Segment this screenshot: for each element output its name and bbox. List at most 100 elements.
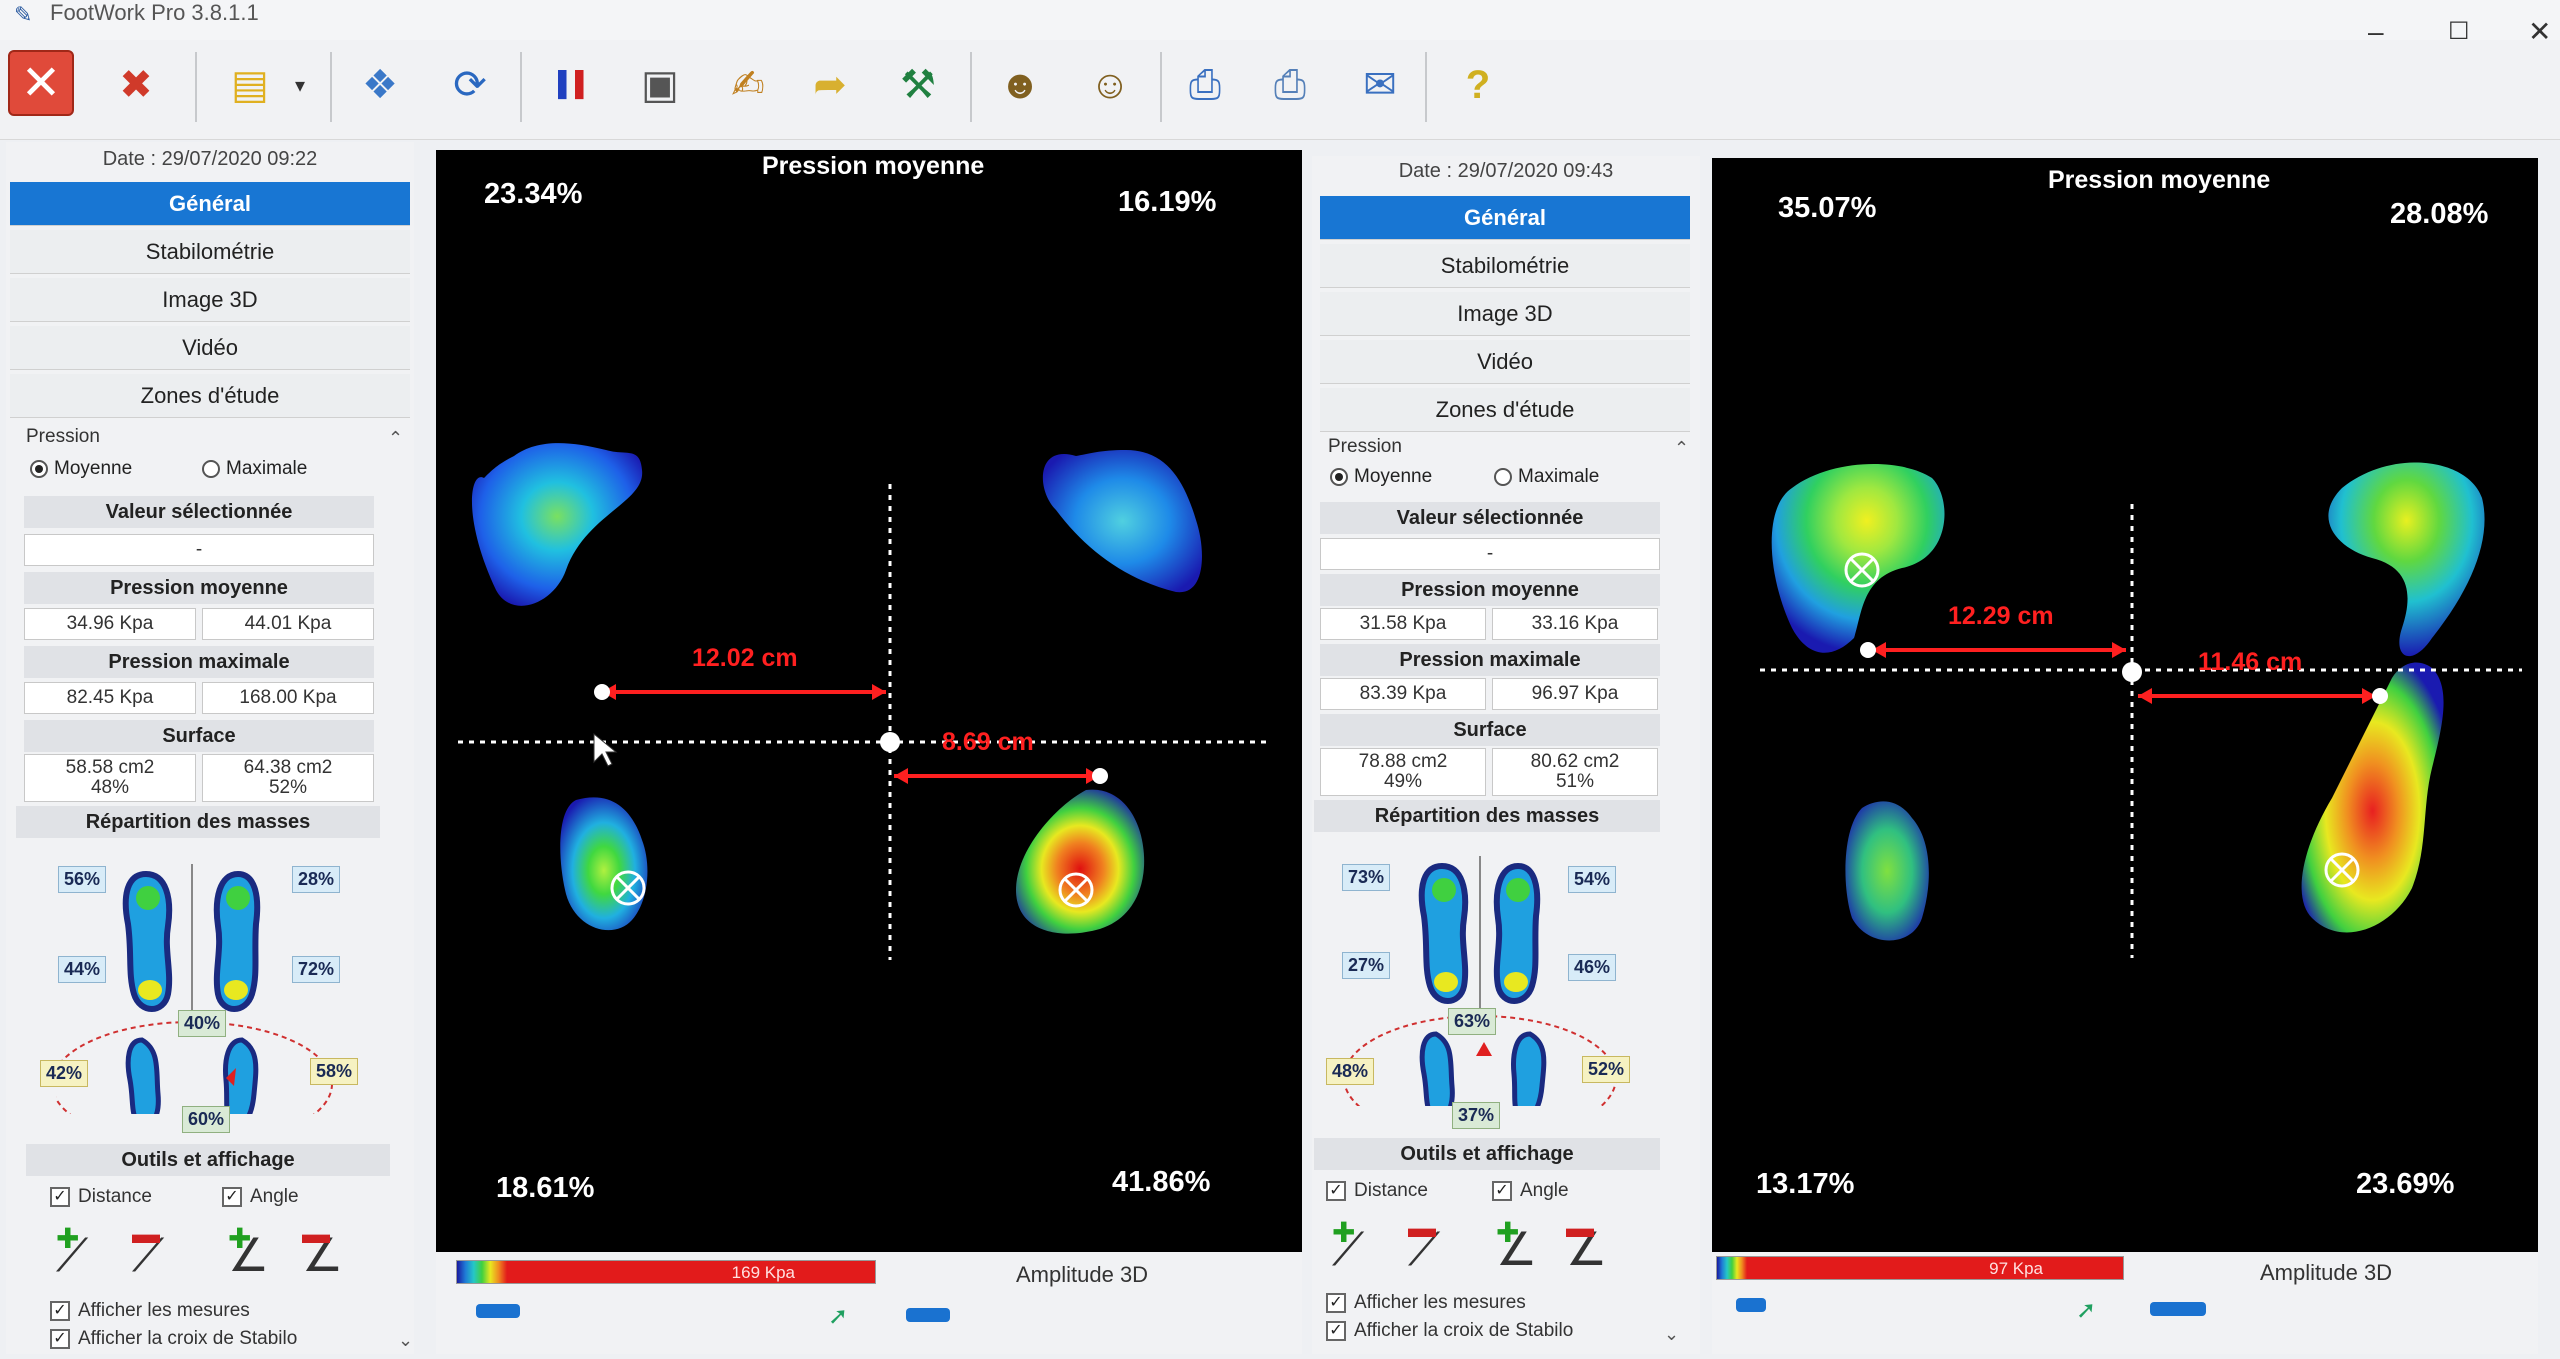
checkbox-distance[interactable]: ✓ Distance bbox=[50, 1186, 152, 1208]
open-folder-button[interactable]: ❖ bbox=[362, 63, 398, 107]
display-title: Pression moyenne bbox=[762, 152, 985, 180]
scale-slider[interactable] bbox=[1736, 1298, 1766, 1312]
tools-button[interactable]: ⚒ bbox=[900, 63, 936, 107]
foot-left-icon bbox=[1418, 862, 1469, 1004]
flag-button[interactable]: ▌ ▌ bbox=[557, 71, 593, 98]
distance-label-1: 12.02 cm bbox=[692, 644, 798, 672]
balance-bottom-pct: 37% bbox=[1452, 1102, 1501, 1129]
compare-button[interactable]: ▣ bbox=[641, 63, 679, 107]
print-preview-button[interactable]: ⎙ bbox=[1189, 62, 1221, 107]
refresh-button[interactable]: ⟳ bbox=[453, 63, 487, 107]
arrow-tool-icon[interactable]: ➚ bbox=[828, 1303, 849, 1330]
surface-right: 64.38 cm2 52% bbox=[202, 754, 374, 802]
maximize-button[interactable]: ☐ bbox=[2448, 18, 2470, 45]
add-distance-icon[interactable]: ✚ ⟋ bbox=[1332, 1217, 1365, 1275]
color-palette-button[interactable]: ▤ bbox=[231, 63, 269, 107]
close-exam-button[interactable]: ✕ bbox=[8, 50, 74, 116]
radio-moyenne[interactable]: Moyenne bbox=[30, 458, 132, 480]
foot-left-small-icon bbox=[125, 1037, 161, 1114]
scroll-up-icon[interactable]: ⌃ bbox=[1674, 438, 1690, 458]
selected-value-field: - bbox=[24, 534, 374, 566]
pressure-display-1[interactable]: Pression moyenne 23.34% 16.19% 18.61% 41… bbox=[436, 150, 1302, 1252]
scale-slider[interactable] bbox=[476, 1304, 520, 1318]
remove-distance-icon[interactable]: ▬ ⟋ bbox=[132, 1218, 165, 1281]
arrow-tool-icon[interactable]: ➚ bbox=[2076, 1297, 2097, 1324]
tab-image-3d[interactable]: Image 3D bbox=[1320, 292, 1690, 336]
mass-top-left-pct: 56% bbox=[58, 866, 107, 893]
user-mail-button[interactable]: ☺ bbox=[1089, 62, 1131, 107]
balance-top-pct: 63% bbox=[1448, 1008, 1497, 1035]
tab-video[interactable]: Vidéo bbox=[1320, 340, 1690, 384]
checkbox-show-stabilo-cross[interactable]: ✓ Afficher la croix de Stabilo bbox=[50, 1328, 297, 1350]
tab-image-3d[interactable]: Image 3D bbox=[10, 278, 410, 322]
user-key-button[interactable]: ☻ bbox=[998, 62, 1042, 107]
minimize-button[interactable]: – bbox=[2368, 16, 2384, 47]
balance-left-pct: 48% bbox=[1326, 1058, 1375, 1085]
checkbox-distance[interactable]: ✓ Distance bbox=[1326, 1180, 1428, 1202]
scroll-up-icon[interactable]: ⌃ bbox=[388, 428, 404, 448]
amplitude-slider[interactable] bbox=[2150, 1302, 2206, 1316]
foot-right-icon bbox=[213, 870, 261, 1012]
remove-distance-icon[interactable]: ▬ ⟋ bbox=[1408, 1212, 1441, 1275]
max-pressure-right: 96.97 Kpa bbox=[1492, 678, 1658, 710]
mass-bottom-right-pct: 46% bbox=[1568, 954, 1617, 981]
print-button[interactable]: ⎙ bbox=[1274, 62, 1306, 107]
foot-right-small-icon bbox=[223, 1037, 259, 1114]
window-title: FootWork Pro 3.8.1.1 bbox=[50, 0, 259, 25]
app-logo-icon: ✎ bbox=[14, 2, 33, 27]
export-button[interactable]: ➦ bbox=[813, 63, 847, 107]
remove-angle-icon[interactable]: ▬ ∠ bbox=[302, 1218, 344, 1281]
selected-value-header: Valeur sélectionnée bbox=[24, 496, 374, 528]
mass-bottom-left-pct: 27% bbox=[1342, 952, 1391, 979]
mass-distribution-header: Répartition des masses bbox=[1314, 800, 1660, 832]
close-all-button[interactable]: ✖ bbox=[119, 63, 153, 107]
tab-video[interactable]: Vidéo bbox=[10, 326, 410, 370]
tab-zones-etude[interactable]: Zones d'étude bbox=[1320, 388, 1690, 432]
exam-date: Date : 29/07/2020 09:22 bbox=[102, 148, 318, 170]
scroll-down-icon[interactable]: ⌄ bbox=[1664, 1324, 1680, 1344]
max-pressure-left: 83.39 Kpa bbox=[1320, 678, 1486, 710]
tab-zones-etude[interactable]: Zones d'étude bbox=[10, 374, 410, 418]
mean-pressure-right: 33.16 Kpa bbox=[1492, 608, 1658, 640]
exam-date: Date : 29/07/2020 09:43 bbox=[1398, 160, 1614, 182]
edit-report-button[interactable]: ✍ bbox=[731, 63, 765, 107]
mass-bottom-right-pct: 72% bbox=[292, 956, 341, 983]
amplitude-slider[interactable] bbox=[906, 1308, 950, 1322]
pressure-section-label: Pression bbox=[26, 426, 100, 447]
surface-left: 78.88 cm2 49% bbox=[1320, 748, 1486, 796]
mass-bottom-left-pct: 44% bbox=[58, 956, 107, 983]
add-angle-icon[interactable]: ✚ ∠ bbox=[228, 1223, 270, 1281]
close-window-button[interactable]: ✕ bbox=[2528, 16, 2552, 47]
checkbox-show-measures[interactable]: ✓ Afficher les mesures bbox=[50, 1300, 250, 1322]
pressure-display-2[interactable]: Pression moyenne 35.07% 28.08% 13.17% 23… bbox=[1712, 158, 2538, 1252]
tab-general[interactable]: Général bbox=[1320, 196, 1690, 240]
chevron-down-icon[interactable]: ▾ bbox=[294, 74, 306, 97]
toolbar: ✕ ✖ ▤ ▾ ❖ ⟳ ▌ ▌ ▣ ✍ ➦ ⚒ ☻ ☺ ⎙ ⎙ ✉ ? bbox=[0, 40, 2560, 140]
mass-distribution-header: Répartition des masses bbox=[16, 806, 380, 838]
add-distance-icon[interactable]: ✚ ⟋ bbox=[56, 1223, 89, 1281]
radio-maximale[interactable]: Maximale bbox=[202, 458, 307, 480]
tab-stabilometrie[interactable]: Stabilométrie bbox=[1320, 244, 1690, 288]
max-pressure-header: Pression maximale bbox=[24, 646, 374, 678]
email-button[interactable]: ✉ bbox=[1363, 63, 1397, 107]
distance-label-1: 12.29 cm bbox=[1948, 602, 2054, 630]
surface-header: Surface bbox=[1320, 714, 1660, 746]
radio-moyenne[interactable]: Moyenne bbox=[1330, 466, 1432, 488]
help-button[interactable]: ? bbox=[1465, 62, 1491, 107]
mass-top-left-pct: 73% bbox=[1342, 864, 1391, 891]
balance-right-pct: 52% bbox=[1582, 1056, 1631, 1083]
checkbox-angle[interactable]: ✓ Angle bbox=[1492, 1180, 1569, 1202]
left-side-panel-2: Date : 29/07/2020 09:43 Général Stabilom… bbox=[1312, 156, 1700, 1354]
checkbox-show-stabilo-cross[interactable]: ✓ Afficher la croix de Stabilo bbox=[1326, 1320, 1573, 1342]
remove-angle-icon[interactable]: ▬ ∠ bbox=[1566, 1212, 1608, 1275]
title-bar: ✎ FootWork Pro 3.8.1.1 – ☐ ✕ bbox=[0, 0, 2560, 46]
scroll-down-icon[interactable]: ⌄ bbox=[398, 1330, 414, 1350]
amplitude-3d-label: Amplitude 3D bbox=[2260, 1260, 2393, 1285]
checkbox-show-measures[interactable]: ✓ Afficher les mesures bbox=[1326, 1292, 1526, 1314]
add-angle-icon[interactable]: ✚ ∠ bbox=[1496, 1217, 1538, 1275]
checkbox-angle[interactable]: ✓ Angle bbox=[222, 1186, 299, 1208]
quadrant-top-right-pct: 28.08% bbox=[2390, 198, 2489, 230]
radio-maximale[interactable]: Maximale bbox=[1494, 466, 1599, 488]
tab-general[interactable]: Général bbox=[10, 182, 410, 226]
tab-stabilometrie[interactable]: Stabilométrie bbox=[10, 230, 410, 274]
